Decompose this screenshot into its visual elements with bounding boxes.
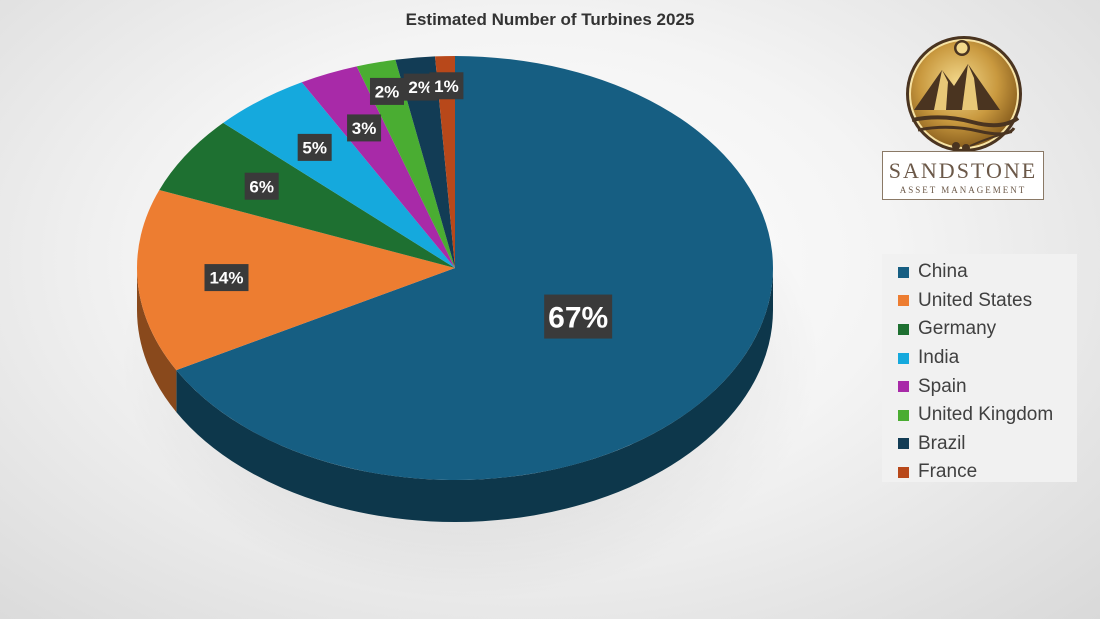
data-label-box bbox=[297, 133, 332, 161]
data-label-united-kingdom: 2% bbox=[369, 77, 404, 105]
legend-label: Spain bbox=[918, 375, 967, 397]
legend-swatch bbox=[898, 323, 909, 335]
legend-item-brazil: Brazil bbox=[898, 430, 1077, 459]
data-label-box bbox=[544, 294, 613, 339]
legend-label: United States bbox=[918, 289, 1033, 311]
pie-slice-india bbox=[223, 82, 455, 268]
chart-title: Estimated Number of Turbines 2025 bbox=[405, 10, 695, 29]
legend-label: Germany bbox=[918, 318, 997, 340]
data-label-text: 5% bbox=[302, 139, 327, 158]
pie-slice-united-kingdom bbox=[356, 59, 455, 269]
legend-label: Brazil bbox=[918, 432, 966, 454]
data-label-text: 14% bbox=[209, 269, 243, 288]
sandstone-logo: SANDSTONE ASSET MANAGEMENT bbox=[882, 36, 1046, 202]
pie-slice-united-states bbox=[137, 189, 455, 371]
legend-item-united-states: United States bbox=[898, 287, 1077, 316]
data-label-text: 6% bbox=[249, 177, 274, 196]
legend-item-spain: Spain bbox=[898, 372, 1077, 401]
legend-swatch bbox=[898, 381, 909, 393]
pie-side-united-states bbox=[137, 268, 177, 413]
data-label-text: 2% bbox=[408, 78, 433, 97]
data-label-box bbox=[347, 114, 382, 142]
data-label-united-states: 14% bbox=[204, 264, 249, 292]
legend: China United States Germany India Spain Unite… bbox=[882, 254, 1077, 482]
legend-label: China bbox=[918, 261, 968, 283]
data-label-china: 67% bbox=[544, 294, 613, 339]
pie-slice-brazil bbox=[395, 56, 455, 268]
legend-swatch bbox=[898, 438, 909, 450]
legend-label: France bbox=[918, 461, 978, 483]
data-label-india: 5% bbox=[297, 133, 332, 161]
legend-item-china: China bbox=[898, 258, 1077, 287]
legend-item-india: India bbox=[898, 344, 1077, 373]
data-label-text: 1% bbox=[434, 77, 459, 96]
data-label-spain: 3% bbox=[347, 114, 382, 142]
pie-slice-spain bbox=[301, 66, 455, 268]
legend-swatch bbox=[898, 266, 909, 278]
data-label-text: 2% bbox=[375, 83, 400, 102]
legend-swatch bbox=[898, 466, 909, 478]
data-label-germany: 6% bbox=[244, 172, 279, 200]
logo-subtitle: ASSET MANAGEMENT bbox=[899, 185, 1027, 195]
data-label-box bbox=[244, 172, 279, 200]
pie-slice-germany bbox=[159, 122, 456, 269]
logo-name: SANDSTONE bbox=[888, 158, 1038, 183]
data-label-france: 1% bbox=[429, 72, 464, 100]
legend-swatch bbox=[898, 409, 909, 421]
pie-slice-france bbox=[435, 56, 455, 268]
mountain-logo-icon bbox=[906, 36, 1022, 152]
legend-label: United Kingdom bbox=[918, 404, 1054, 426]
legend-item-united-kingdom: United Kingdom bbox=[898, 401, 1077, 430]
pie-side-china bbox=[176, 268, 773, 523]
legend-item-france: France bbox=[898, 458, 1077, 487]
legend-swatch bbox=[898, 352, 909, 364]
data-label-box bbox=[369, 77, 404, 105]
data-label-text: 67% bbox=[548, 301, 608, 334]
pie-labels: 67%14%6%5%3%2% 2% 1% bbox=[204, 72, 613, 339]
legend-swatch bbox=[898, 295, 909, 307]
legend-label: India bbox=[918, 347, 960, 369]
legend-item-germany: Germany bbox=[898, 315, 1077, 344]
logo-text-box: SANDSTONE ASSET MANAGEMENT bbox=[882, 151, 1044, 200]
data-label-text: 3% bbox=[352, 119, 377, 138]
pie-slice-china bbox=[176, 56, 773, 480]
data-label-box bbox=[429, 72, 464, 100]
data-label-box bbox=[204, 264, 249, 292]
pie-sides bbox=[137, 268, 773, 523]
pie-tops bbox=[137, 56, 773, 480]
